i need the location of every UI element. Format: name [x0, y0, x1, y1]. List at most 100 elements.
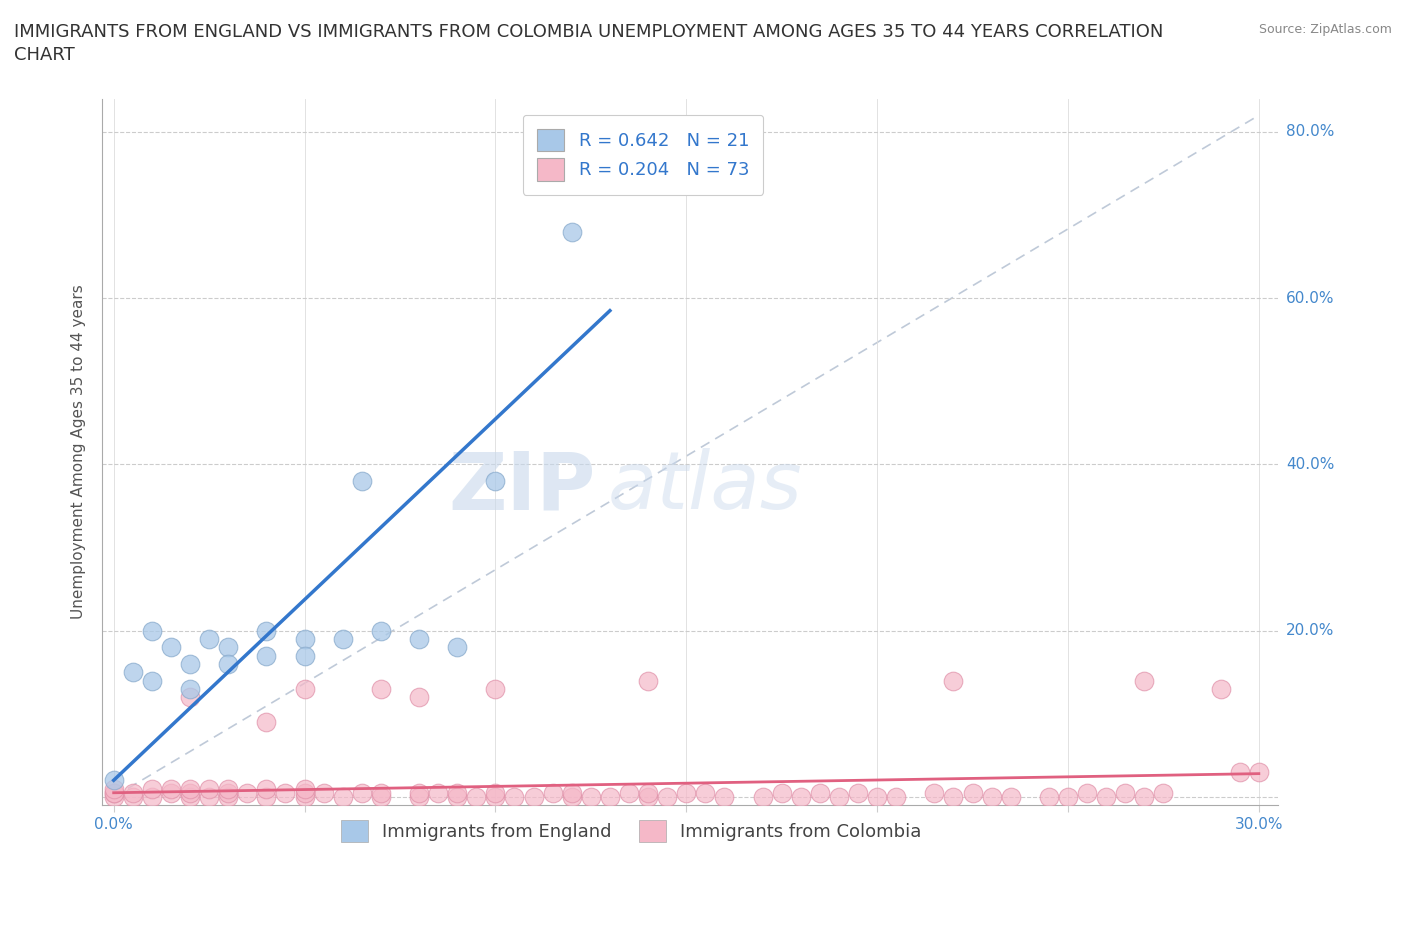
Point: [103, 773, 125, 788]
Point: [427, 785, 450, 800]
Point: [408, 790, 430, 804]
Point: [294, 648, 316, 663]
Point: [637, 673, 659, 688]
Point: [121, 785, 143, 800]
Point: [294, 781, 316, 796]
Point: [332, 790, 354, 804]
Point: [254, 790, 277, 804]
Point: [350, 473, 373, 488]
Point: [160, 785, 183, 800]
Point: [198, 790, 221, 804]
Point: [179, 682, 201, 697]
Point: [141, 673, 163, 688]
Point: [828, 790, 851, 804]
Point: [217, 790, 239, 804]
Point: [980, 790, 1002, 804]
Point: [1133, 790, 1156, 804]
Point: [962, 785, 984, 800]
Point: [446, 640, 468, 655]
Point: [484, 785, 506, 800]
Point: [942, 673, 965, 688]
Point: [332, 631, 354, 646]
Point: [1000, 790, 1022, 804]
Point: [522, 790, 544, 804]
Point: [370, 623, 392, 638]
Point: [217, 657, 239, 671]
Point: [294, 785, 316, 800]
Point: [179, 790, 201, 804]
Point: [179, 785, 201, 800]
Point: [370, 682, 392, 697]
Point: [370, 790, 392, 804]
Point: [1209, 682, 1232, 697]
Point: [370, 785, 392, 800]
Point: [599, 790, 621, 804]
Point: [121, 665, 143, 680]
Text: 20.0%: 20.0%: [1286, 623, 1334, 638]
Point: [561, 224, 583, 239]
Point: [312, 785, 335, 800]
Text: 40.0%: 40.0%: [1286, 457, 1334, 472]
Point: [484, 473, 506, 488]
Point: [561, 790, 583, 804]
Point: [179, 690, 201, 705]
Point: [1229, 764, 1251, 779]
Point: [1057, 790, 1080, 804]
Point: [294, 790, 316, 804]
Point: [541, 785, 564, 800]
Point: [942, 790, 965, 804]
Point: [141, 790, 163, 804]
Point: [1095, 790, 1118, 804]
Point: [561, 785, 583, 800]
Point: [141, 623, 163, 638]
Point: [236, 785, 259, 800]
Point: [217, 785, 239, 800]
Point: [254, 781, 277, 796]
Point: [484, 682, 506, 697]
Point: [217, 640, 239, 655]
Point: [179, 781, 201, 796]
Point: [254, 623, 277, 638]
Point: [160, 640, 183, 655]
Point: [637, 790, 659, 804]
Point: [790, 790, 813, 804]
Point: [198, 631, 221, 646]
Point: [103, 781, 125, 796]
Point: [1152, 785, 1174, 800]
Point: [408, 785, 430, 800]
Point: [695, 785, 717, 800]
Point: [503, 790, 526, 804]
Point: [770, 785, 793, 800]
Point: [160, 781, 183, 796]
Text: ZIP: ZIP: [449, 448, 596, 526]
Text: 80.0%: 80.0%: [1286, 125, 1334, 140]
Legend: Immigrants from England, Immigrants from Colombia: Immigrants from England, Immigrants from…: [333, 813, 929, 849]
Point: [1076, 785, 1098, 800]
Point: [617, 785, 640, 800]
Point: [1038, 790, 1060, 804]
Point: [1133, 673, 1156, 688]
Point: [103, 785, 125, 800]
Point: [103, 790, 125, 804]
Point: [350, 785, 373, 800]
Point: [713, 790, 735, 804]
Text: CHART: CHART: [14, 46, 75, 64]
Point: [465, 790, 488, 804]
Point: [121, 790, 143, 804]
Point: [103, 785, 125, 800]
Point: [675, 785, 697, 800]
Point: [924, 785, 946, 800]
Point: [294, 631, 316, 646]
Point: [179, 657, 201, 671]
Point: [254, 648, 277, 663]
Point: [846, 785, 869, 800]
Point: [198, 781, 221, 796]
Text: 60.0%: 60.0%: [1286, 291, 1334, 306]
Text: atlas: atlas: [607, 448, 803, 526]
Point: [657, 790, 679, 804]
Point: [884, 790, 907, 804]
Point: [751, 790, 773, 804]
Point: [294, 682, 316, 697]
Point: [274, 785, 297, 800]
Point: [637, 785, 659, 800]
